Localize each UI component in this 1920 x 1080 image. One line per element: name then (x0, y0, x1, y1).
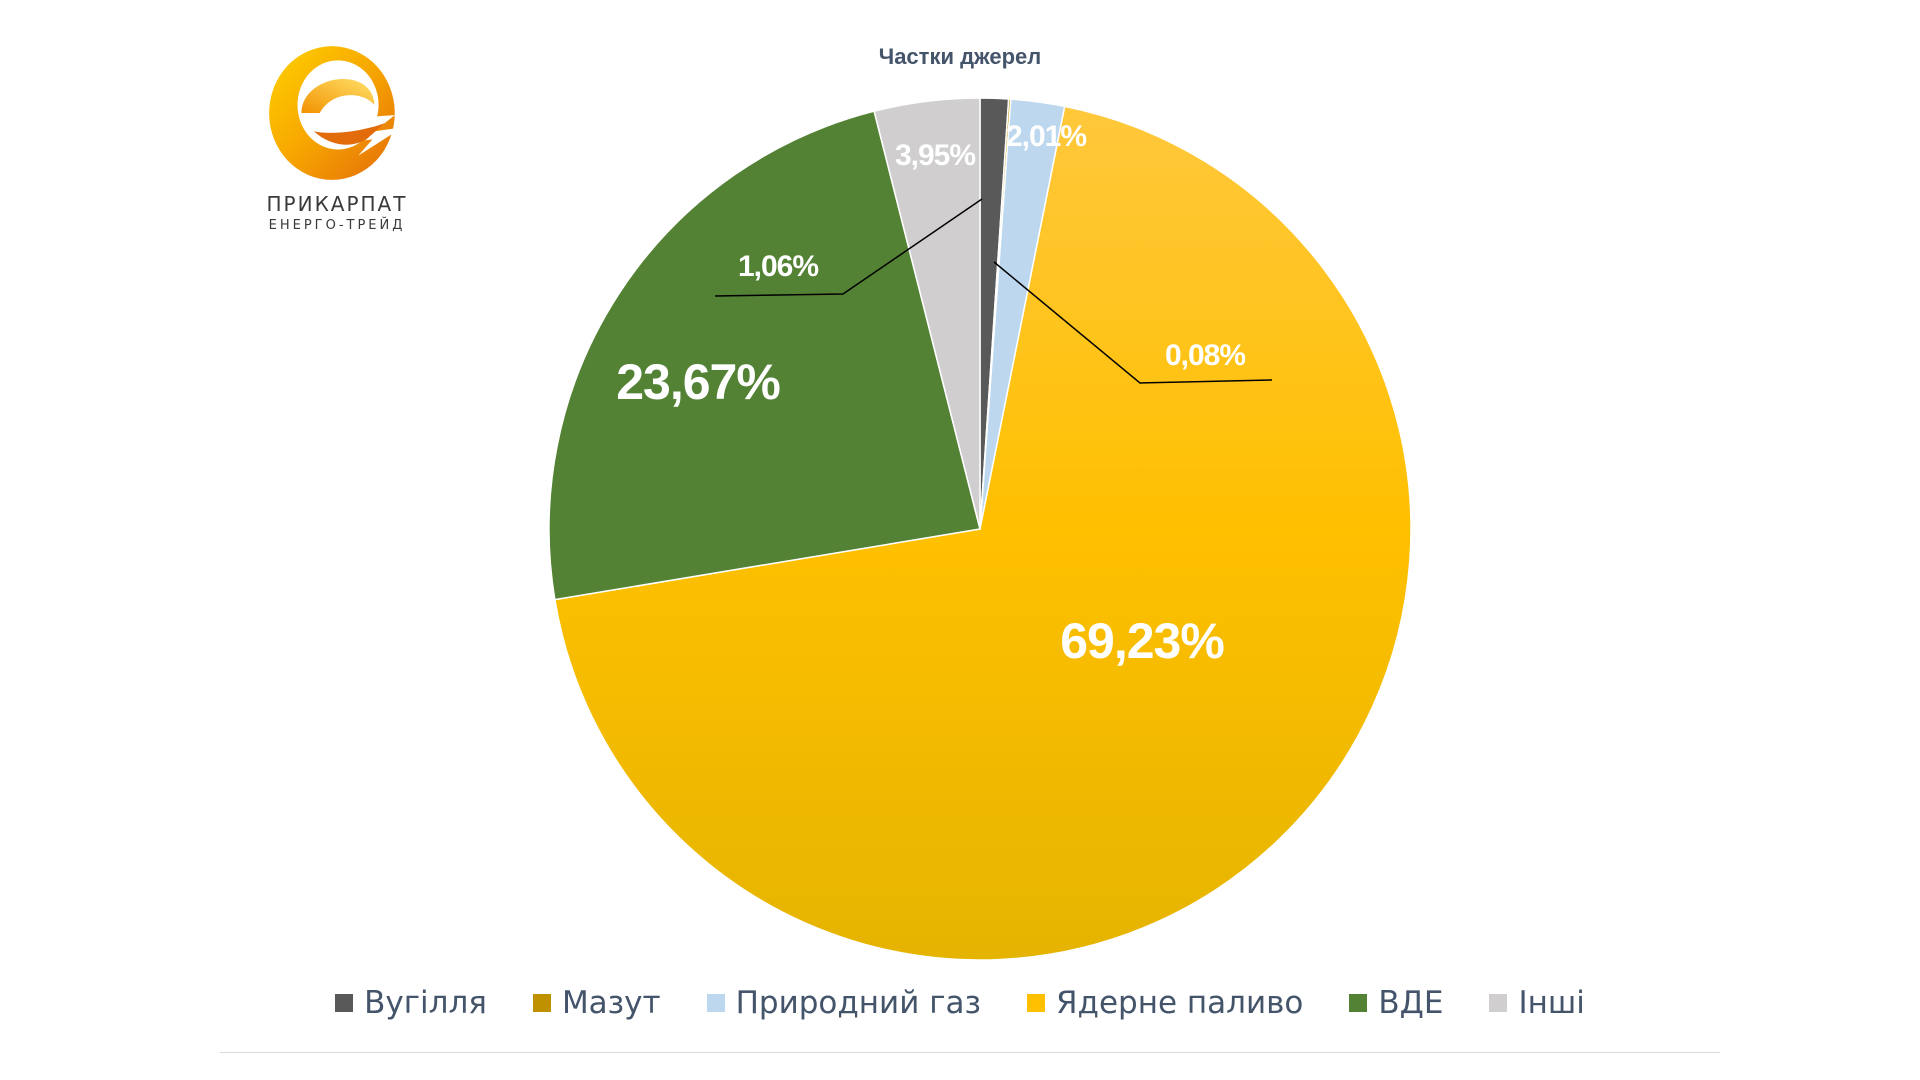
legend-label-5: Інші (1518, 985, 1585, 1021)
legend-label-1: Мазут (561, 985, 661, 1021)
data-label-3: 69,23% (1060, 613, 1224, 669)
legend-label-4: ВДЕ (1378, 985, 1444, 1021)
pie-slice-4 (548, 110, 981, 601)
energy-e-logo-icon (269, 46, 403, 180)
data-label-4: 23,67% (616, 354, 780, 410)
legend-item-0: Вугілля (335, 985, 487, 1021)
legend-swatch-4 (1349, 994, 1368, 1012)
legend-swatch-2 (706, 994, 725, 1012)
legend-item-5: Інші (1489, 985, 1585, 1021)
legend-swatch-3 (1026, 994, 1045, 1012)
logo-text-primary: ПРИКАРПАТ (266, 192, 408, 216)
legend-label-2: Природний газ (735, 985, 981, 1021)
logo-text-secondary: ЕНЕРГО-ТРЕЙД (268, 218, 406, 233)
legend-label-0: Вугілля (364, 985, 487, 1021)
legend-swatch-1 (532, 994, 551, 1012)
legend-item-4: ВДЕ (1349, 985, 1443, 1021)
leader-line-1 (993, 261, 1273, 384)
legend-item-1: Мазут (532, 985, 661, 1021)
pie-slice-5 (873, 97, 981, 530)
leader-line-0 (714, 198, 983, 297)
data-label-0: 1,06% (738, 250, 818, 283)
legend-item-2: Природний газ (706, 985, 981, 1021)
data-label-5: 3,95% (895, 139, 975, 172)
company-logo: ПРИКАРПАТ ЕНЕРГО-ТРЕЙД (252, 34, 422, 254)
legend-swatch-0 (335, 994, 354, 1012)
bottom-divider (220, 1052, 1720, 1053)
chart-legend: Вугілля Мазут Природний газ Ядерне паливо ВД… (0, 985, 1920, 1021)
data-label-1: 0,08% (1165, 339, 1245, 372)
data-label-2: 2,01% (1006, 120, 1086, 153)
pie-slice-3 (553, 105, 1412, 961)
chart-title: Частки джерел (878, 44, 1042, 69)
legend-swatch-5 (1489, 994, 1508, 1012)
legend-label-3: Ядерне паливо (1055, 985, 1304, 1021)
legend-item-3: Ядерне паливо (1026, 985, 1304, 1021)
